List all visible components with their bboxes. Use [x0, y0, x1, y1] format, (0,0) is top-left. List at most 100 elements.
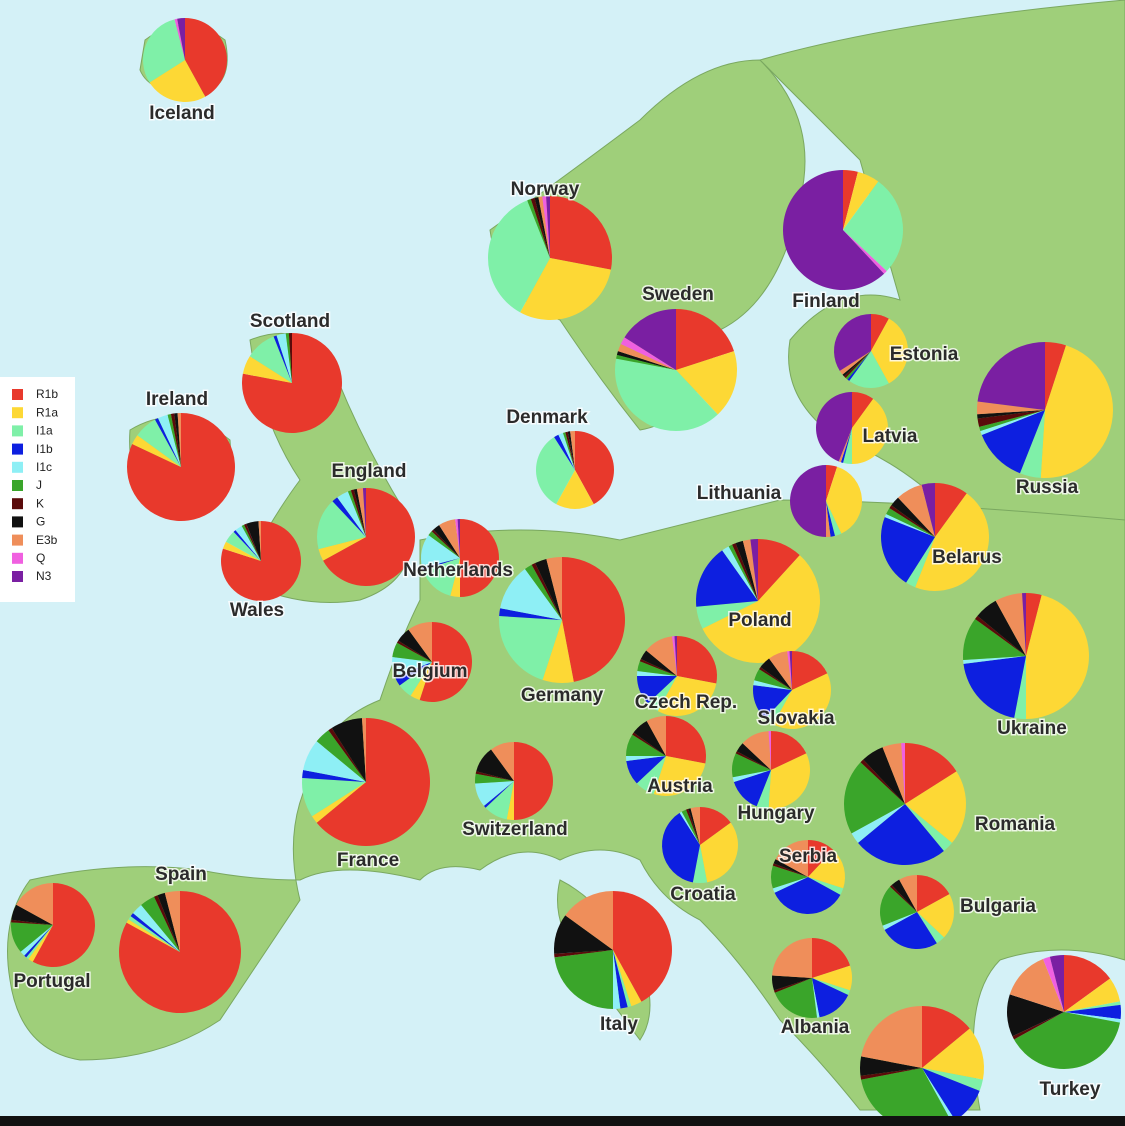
pie-slice: [613, 950, 642, 1007]
pie-slice: [898, 484, 935, 537]
region-label: Hungary: [737, 803, 815, 824]
region-label: Slovakia: [757, 708, 835, 729]
pie-slice: [565, 431, 575, 470]
pie-slice: [732, 753, 771, 778]
pie-slice: [222, 541, 261, 561]
pie-slice: [1022, 593, 1026, 656]
region-label: Belarus: [932, 547, 1002, 568]
pie-slice: [1007, 994, 1064, 1037]
region-label: Czech Rep.: [635, 692, 737, 713]
pie-slice: [771, 865, 808, 889]
pie-slice: [922, 1068, 980, 1121]
pie-slice: [754, 669, 792, 690]
pie-slice: [273, 335, 292, 383]
pie-slice: [570, 431, 575, 470]
pie-slice: [922, 1006, 970, 1068]
pie-slice: [636, 756, 666, 795]
pie-slice: [860, 1068, 922, 1080]
pie-slice: [732, 770, 771, 783]
pie-slice: [316, 718, 430, 846]
pie-slice: [977, 410, 1045, 419]
pie-slice: [891, 497, 935, 537]
pie-slice: [235, 525, 261, 561]
region-label: Poland: [728, 610, 791, 631]
pie-slice: [626, 734, 666, 756]
pie-slice: [676, 309, 735, 370]
pie-slice: [773, 859, 808, 877]
legend-label: R1b: [36, 387, 58, 401]
pie-slice: [391, 656, 432, 677]
labels: Iceland Norway Finland Sweden Scotland Irelan…: [12, 102, 1102, 1102]
pie-slice: [620, 337, 676, 370]
pie-slice: [922, 1028, 984, 1080]
pie-slice: [132, 904, 180, 952]
pie-slice: [328, 727, 366, 782]
pie-slice: [840, 428, 852, 463]
pie-slice: [844, 351, 871, 378]
pie-slice: [647, 676, 677, 712]
pie-slice: [323, 488, 415, 586]
pie-slice: [1026, 594, 1090, 719]
pie-slice: [243, 523, 261, 561]
pie-slice: [792, 651, 828, 690]
pie-slice: [565, 891, 613, 950]
pie-slice: [889, 505, 935, 537]
legend-swatch: [12, 534, 23, 546]
region-label: Estonia: [890, 344, 959, 365]
pie-slice: [677, 636, 718, 684]
pie-slice: [963, 618, 1026, 660]
pie-slice: [742, 731, 771, 770]
pie-slice: [318, 537, 366, 561]
pie-slice: [613, 950, 621, 1009]
pie-slice: [884, 514, 935, 537]
pie-slice: [613, 891, 672, 1002]
region-label: Latvia: [863, 426, 918, 447]
pie-slice: [177, 413, 181, 467]
pie-slice: [917, 912, 944, 944]
region-label: France: [337, 850, 399, 871]
legend-swatch: [12, 516, 23, 528]
pie-slice: [758, 539, 800, 601]
pie-slice: [1009, 959, 1064, 1012]
legend-label: R1a: [36, 405, 58, 419]
pie-slice: [686, 808, 700, 845]
pie-slice: [613, 950, 632, 1008]
pie-slice: [845, 351, 871, 380]
region-label: Switzerland: [462, 819, 568, 840]
region-label: Croatia: [670, 884, 736, 905]
pie-slice: [20, 925, 53, 956]
pie-slice: [613, 950, 628, 1009]
pie-slice: [735, 540, 758, 601]
pie-slice: [1012, 1012, 1064, 1040]
legend-swatch: [12, 389, 23, 400]
pie-slice: [455, 519, 460, 558]
pie-slice: [1019, 410, 1045, 478]
pie-slice: [980, 410, 1045, 436]
pie-slice: [410, 662, 432, 701]
pie-slice: [550, 196, 612, 270]
pie-slice: [396, 640, 432, 662]
pie-slice: [847, 351, 871, 381]
pie-slice: [977, 600, 1026, 656]
pie-slice: [347, 490, 366, 537]
pie-slice: [1014, 656, 1026, 719]
pie-slice: [860, 759, 905, 804]
pie-slice: [733, 770, 771, 807]
region-label: England: [332, 461, 407, 482]
region-label: Romania: [975, 814, 1056, 835]
pie-slice: [331, 718, 366, 782]
region-label: Netherlands: [403, 560, 513, 581]
pie-slice: [676, 351, 737, 415]
region-label: Norway: [511, 179, 580, 200]
pie-slice: [732, 543, 758, 601]
pie-slice: [861, 1068, 952, 1126]
pie-slice: [826, 501, 842, 536]
pie-slice: [666, 716, 707, 764]
pie-slice: [233, 530, 261, 561]
pie-slice: [546, 557, 562, 620]
pie-slice: [1064, 1012, 1121, 1023]
pie-slice: [11, 904, 53, 925]
pie-slice: [1064, 1004, 1121, 1020]
pie-slice: [408, 622, 432, 662]
